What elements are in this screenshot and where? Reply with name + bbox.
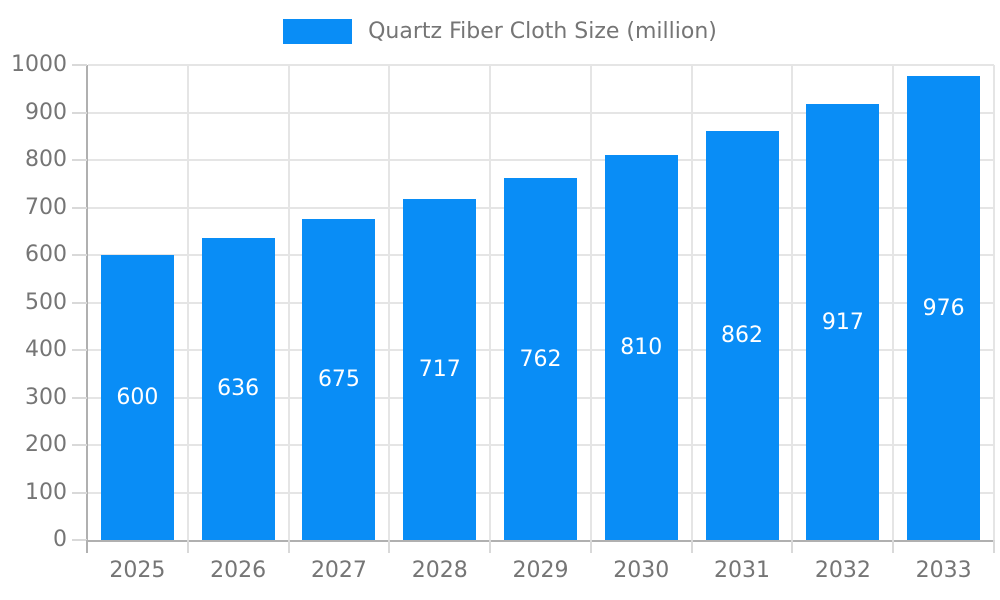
v-gridline bbox=[993, 65, 995, 540]
y-axis-tick bbox=[72, 254, 87, 256]
x-axis-label: 2027 bbox=[310, 558, 367, 583]
bar[interactable]: 862 bbox=[705, 130, 779, 540]
x-axis-tick bbox=[993, 540, 995, 553]
y-axis-label: 300 bbox=[25, 384, 67, 410]
x-axis-tick bbox=[287, 540, 290, 553]
x-axis-label: 2031 bbox=[714, 558, 771, 583]
bar-value-label: 600 bbox=[116, 385, 159, 410]
bar-value-label: 917 bbox=[821, 309, 864, 335]
y-axis-label: 200 bbox=[25, 432, 67, 457]
y-axis-tick bbox=[72, 444, 87, 446]
bar[interactable]: 917 bbox=[806, 104, 880, 540]
h-gridline bbox=[88, 111, 994, 114]
h-gridline bbox=[88, 64, 994, 66]
y-axis-label: 900 bbox=[25, 99, 67, 125]
v-gridline bbox=[690, 65, 693, 540]
bar[interactable]: 717 bbox=[403, 199, 477, 540]
x-axis-label: 2025 bbox=[109, 558, 166, 583]
y-axis-tick bbox=[72, 349, 87, 351]
y-axis-label: 100 bbox=[25, 479, 67, 505]
plot-area bbox=[86, 65, 994, 542]
v-gridline bbox=[892, 65, 895, 540]
x-axis-tick bbox=[86, 540, 88, 553]
x-axis-tick bbox=[690, 540, 693, 553]
v-gridline bbox=[287, 65, 290, 540]
y-axis-tick bbox=[72, 491, 87, 494]
bar[interactable]: 762 bbox=[504, 178, 577, 540]
v-gridline bbox=[489, 65, 492, 540]
legend-label: Quartz Fiber Cloth Size (million) bbox=[368, 18, 717, 44]
bar-value-label: 862 bbox=[721, 322, 764, 348]
bar[interactable]: 600 bbox=[100, 255, 174, 540]
y-axis-label: 0 bbox=[53, 527, 67, 552]
bar-value-label: 636 bbox=[217, 376, 260, 402]
bar-value-label: 675 bbox=[317, 367, 360, 393]
x-axis-label: 2033 bbox=[915, 558, 972, 583]
bar-value-label: 810 bbox=[620, 335, 663, 361]
y-axis-tick bbox=[72, 539, 87, 541]
x-axis-label: 2029 bbox=[512, 558, 569, 583]
y-axis-label: 600 bbox=[25, 242, 67, 267]
v-gridline bbox=[186, 65, 189, 540]
y-axis-label: 700 bbox=[25, 194, 67, 220]
y-axis-tick bbox=[72, 64, 87, 66]
v-gridline bbox=[589, 65, 592, 540]
x-axis-tick bbox=[186, 540, 189, 553]
x-axis-label: 2028 bbox=[411, 558, 468, 583]
y-axis-label: 400 bbox=[25, 337, 67, 362]
y-axis-tick bbox=[72, 206, 87, 209]
y-axis-tick bbox=[72, 159, 87, 161]
v-gridline bbox=[388, 65, 391, 540]
x-axis-label: 2032 bbox=[814, 558, 871, 583]
v-gridline bbox=[791, 65, 794, 540]
legend-swatch bbox=[283, 18, 353, 44]
y-axis-label: 500 bbox=[25, 289, 67, 315]
bar-value-label: 717 bbox=[418, 357, 461, 383]
h-gridline bbox=[88, 159, 994, 161]
y-axis-label: 800 bbox=[25, 147, 67, 172]
y-axis-label: 1000 bbox=[11, 52, 67, 77]
bar[interactable]: 675 bbox=[302, 219, 376, 540]
bar[interactable]: 636 bbox=[201, 237, 275, 540]
y-axis-tick bbox=[72, 301, 87, 304]
y-axis-tick bbox=[72, 111, 87, 114]
x-axis-tick bbox=[892, 540, 895, 553]
x-axis-tick bbox=[388, 540, 391, 553]
x-axis-label: 2026 bbox=[210, 558, 267, 583]
x-axis-tick bbox=[791, 540, 794, 553]
bar[interactable]: 810 bbox=[604, 155, 678, 540]
x-axis-label: 2030 bbox=[613, 558, 670, 583]
y-axis-tick bbox=[72, 396, 87, 399]
x-axis-tick bbox=[589, 540, 592, 553]
legend[interactable]: Quartz Fiber Cloth Size (million) bbox=[0, 16, 1000, 46]
bar[interactable]: 976 bbox=[907, 76, 981, 540]
bar-value-label: 976 bbox=[922, 295, 965, 321]
x-axis-tick bbox=[489, 540, 492, 553]
bar-value-label: 762 bbox=[519, 346, 562, 372]
